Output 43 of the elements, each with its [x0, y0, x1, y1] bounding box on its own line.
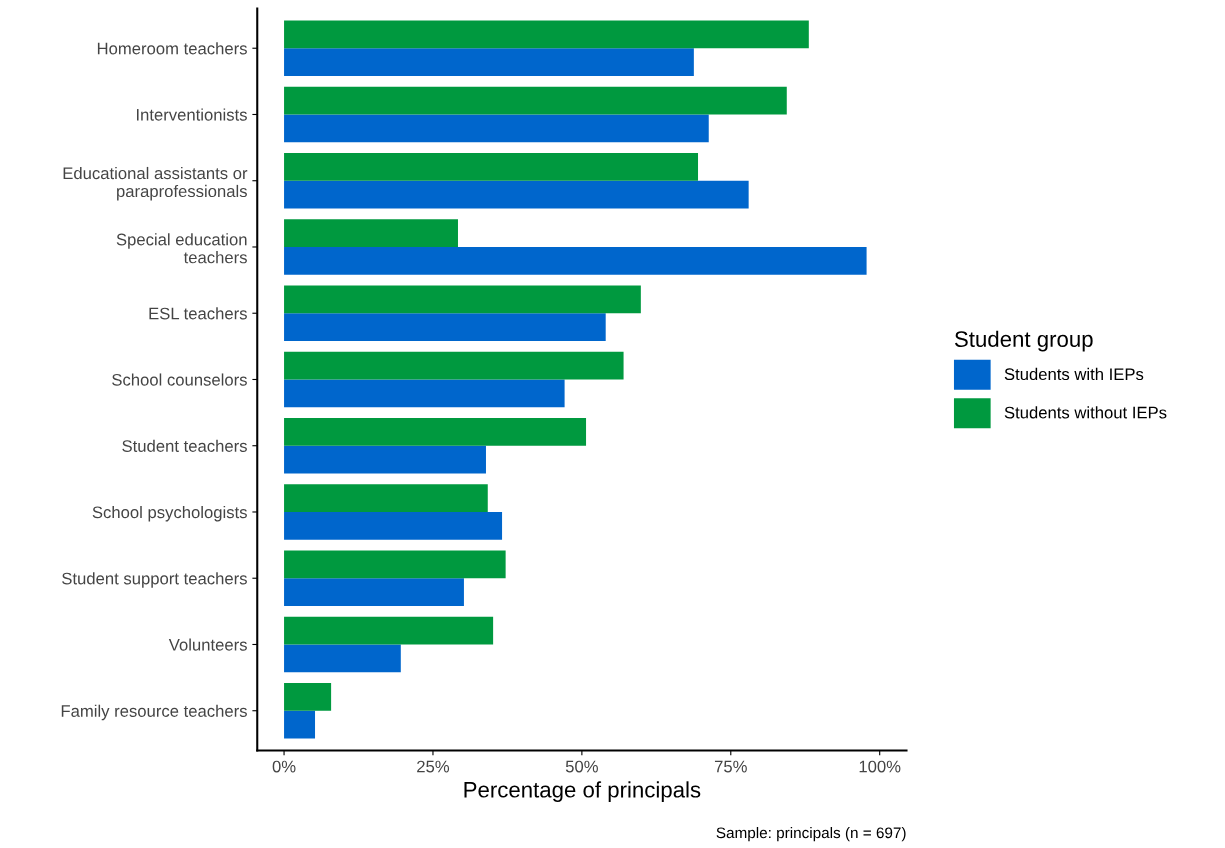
x-tick-label: 25%	[417, 760, 450, 773]
x-tick-label: 0%	[272, 760, 296, 773]
bar	[284, 180, 749, 209]
bar	[284, 417, 587, 446]
bar	[284, 86, 787, 115]
y-tick-label: Family resource teachers	[61, 704, 247, 721]
bar	[284, 285, 641, 314]
legend-title: Student group	[954, 330, 1093, 352]
bar	[284, 710, 316, 739]
y-tick-label: Volunteers	[168, 638, 247, 651]
text: Sample: principals (n = 697)	[716, 826, 906, 842]
y-tick-label: ESL teachers	[149, 307, 247, 320]
x-tick-label: 75%	[714, 760, 747, 773]
bar	[284, 445, 486, 474]
y-tick-label: Homeroom teachers	[97, 42, 247, 55]
y-tick-label: Interventionists	[136, 108, 247, 121]
bar	[284, 219, 458, 247]
bar	[284, 484, 488, 512]
legend-label: Students without IEPs	[1004, 406, 1167, 419]
x-axis-title: Percentage of principals	[464, 781, 701, 803]
bar	[284, 578, 464, 607]
bar	[284, 152, 699, 181]
bar	[284, 20, 809, 49]
x-tick-label: 100%	[859, 760, 901, 773]
y-tick-label: Student teachers	[122, 439, 247, 452]
bar	[284, 114, 709, 143]
bar	[284, 550, 506, 579]
bar	[284, 682, 332, 711]
y-tick-label: Student support teachers	[62, 572, 247, 588]
bar	[284, 379, 565, 408]
y-tick-label: Special education teachers	[116, 233, 247, 264]
y-tick-label: Educational assistants or paraprofessionals	[63, 166, 248, 201]
bar	[284, 246, 867, 275]
x-tick-label: 50%	[565, 760, 598, 773]
bar	[284, 511, 503, 540]
bar	[284, 48, 694, 77]
bar	[284, 351, 624, 380]
bar	[284, 313, 606, 342]
bar	[284, 644, 401, 673]
y-tick-label: School psychologists	[92, 505, 247, 522]
legend-label: Students with IEPs	[1004, 367, 1144, 381]
bar	[284, 616, 494, 645]
y-tick-label: School counselors	[112, 373, 247, 386]
